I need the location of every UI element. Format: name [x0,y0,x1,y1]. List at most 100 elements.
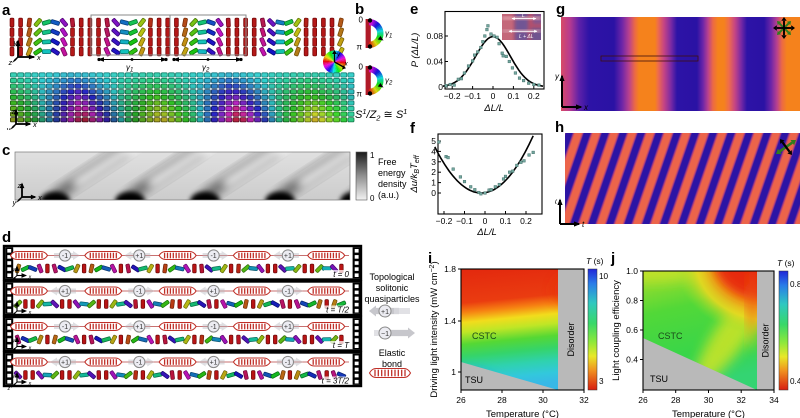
svg-text:T (s): T (s) [777,258,795,268]
svg-text:+1: +1 [210,360,218,367]
svg-text:Driving light intensity (mW cm: Driving light intensity (mW cm−2) [429,261,440,397]
svg-text:x: x [32,120,37,129]
svg-text:x: x [36,53,41,62]
svg-text:y: y [555,72,560,81]
svg-text:t = T/2: t = T/2 [326,306,349,315]
svg-text:+1: +1 [61,360,69,367]
svg-text:-1: -1 [285,360,291,367]
svg-text:0.8: 0.8 [626,296,638,306]
svg-text:32: 32 [579,395,589,405]
svg-text:x: x [28,381,32,387]
svg-text:0.08: 0.08 [426,31,443,41]
svg-text:1: 1 [431,178,436,188]
svg-text:28: 28 [497,395,507,405]
svg-text:ΔL/L: ΔL/L [476,227,497,238]
svg-text:y: y [6,125,12,130]
svg-text:1.4: 1.4 [444,316,456,326]
svg-text:L: L [522,13,525,19]
svg-text:TSU: TSU [465,375,483,385]
svg-text:Temperature (°C): Temperature (°C) [486,409,559,418]
svg-text:-1: -1 [62,324,68,331]
svg-text:S1/Z2 ≅ S1: S1/Z2 ≅ S1 [355,107,407,123]
svg-text:−0.2: −0.2 [436,216,453,226]
svg-text:energy: energy [378,168,406,178]
svg-text:CSTC: CSTC [472,331,497,341]
svg-text:0.8: 0.8 [790,280,800,289]
svg-text:y: y [12,338,17,344]
svg-text:-1: -1 [62,253,68,260]
svg-text:+1: +1 [284,324,292,331]
svg-text:L + ΔL: L + ΔL [519,34,534,40]
svg-text:Free: Free [378,157,397,167]
svg-text:30: 30 [538,395,548,405]
svg-text:26: 26 [638,395,648,405]
svg-text:0: 0 [370,194,375,203]
svg-text:γ1: γ1 [385,29,392,40]
svg-text:density: density [378,179,407,189]
svg-text:solitonic: solitonic [376,283,409,293]
svg-text:0.2: 0.2 [528,91,540,101]
svg-text:x: x [37,193,42,202]
svg-text:0.1: 0.1 [500,216,512,226]
svg-text:Temperature (°C): Temperature (°C) [672,409,745,418]
svg-text:x: x [555,197,558,206]
svg-text:Δu/kBTeff: Δu/kBTeff [409,154,421,193]
svg-text:+1: +1 [381,309,389,316]
svg-text:+1: +1 [210,289,218,296]
svg-text:30: 30 [704,395,714,405]
svg-text:26: 26 [456,395,466,405]
svg-text:−0.2: −0.2 [444,91,461,101]
svg-text:+1: +1 [135,324,143,331]
svg-text:10: 10 [599,272,609,281]
svg-text:z: z [11,107,16,116]
svg-text:32: 32 [736,395,746,405]
svg-text:z: z [8,58,13,67]
svg-text:0: 0 [359,16,364,25]
svg-text:-1: -1 [210,253,216,260]
svg-text:T (s): T (s) [586,256,604,266]
svg-text:Disorder: Disorder [566,322,576,356]
svg-text:CSTC: CSTC [658,331,683,341]
svg-text:bond: bond [382,359,402,369]
svg-text:P (ΔL/L): P (ΔL/L) [410,33,421,68]
svg-text:t = 3T/2: t = 3T/2 [322,377,350,386]
svg-text:0: 0 [438,82,443,92]
svg-text:Topological: Topological [369,272,414,282]
svg-text:π: π [357,43,363,52]
svg-text:y: y [12,198,18,207]
svg-text:0.4: 0.4 [626,355,638,365]
svg-text:+1: +1 [284,253,292,260]
svg-text:t = T: t = T [333,341,350,350]
svg-text:−0.1: −0.1 [456,216,473,226]
svg-text:z: z [17,181,22,190]
svg-text:(a.u.): (a.u.) [378,190,399,200]
svg-text:0.04: 0.04 [426,57,443,67]
svg-text:x: x [28,310,32,316]
svg-text:+1: +1 [135,253,143,260]
svg-text:-1: -1 [210,324,216,331]
svg-text:0.1: 0.1 [507,91,519,101]
svg-text:z: z [7,386,11,392]
svg-text:y: y [13,38,19,47]
svg-text:34: 34 [769,395,779,405]
svg-text:28: 28 [671,395,681,405]
svg-text:3: 3 [599,377,604,386]
svg-text:-1: -1 [136,289,142,296]
svg-text:γ2: γ2 [202,63,210,74]
svg-text:TSU: TSU [650,374,668,384]
svg-text:y: y [336,51,341,58]
svg-text:Elastic: Elastic [379,348,406,358]
svg-text:+1: +1 [61,289,69,296]
svg-text:−1: −1 [381,331,389,338]
svg-text:x: x [28,275,32,281]
svg-text:Disorder: Disorder [761,323,771,357]
svg-text:-1: -1 [136,360,142,367]
svg-text:1: 1 [451,367,456,377]
svg-text:Light coupling efficiency: Light coupling efficiency [611,280,622,381]
svg-text:y: y [12,303,17,309]
svg-text:quasiparticles: quasiparticles [364,294,420,304]
svg-text:ΔL/L: ΔL/L [483,103,504,114]
svg-text:0: 0 [359,63,364,72]
svg-text:1.8: 1.8 [444,264,456,274]
svg-text:1.0: 1.0 [626,266,638,276]
